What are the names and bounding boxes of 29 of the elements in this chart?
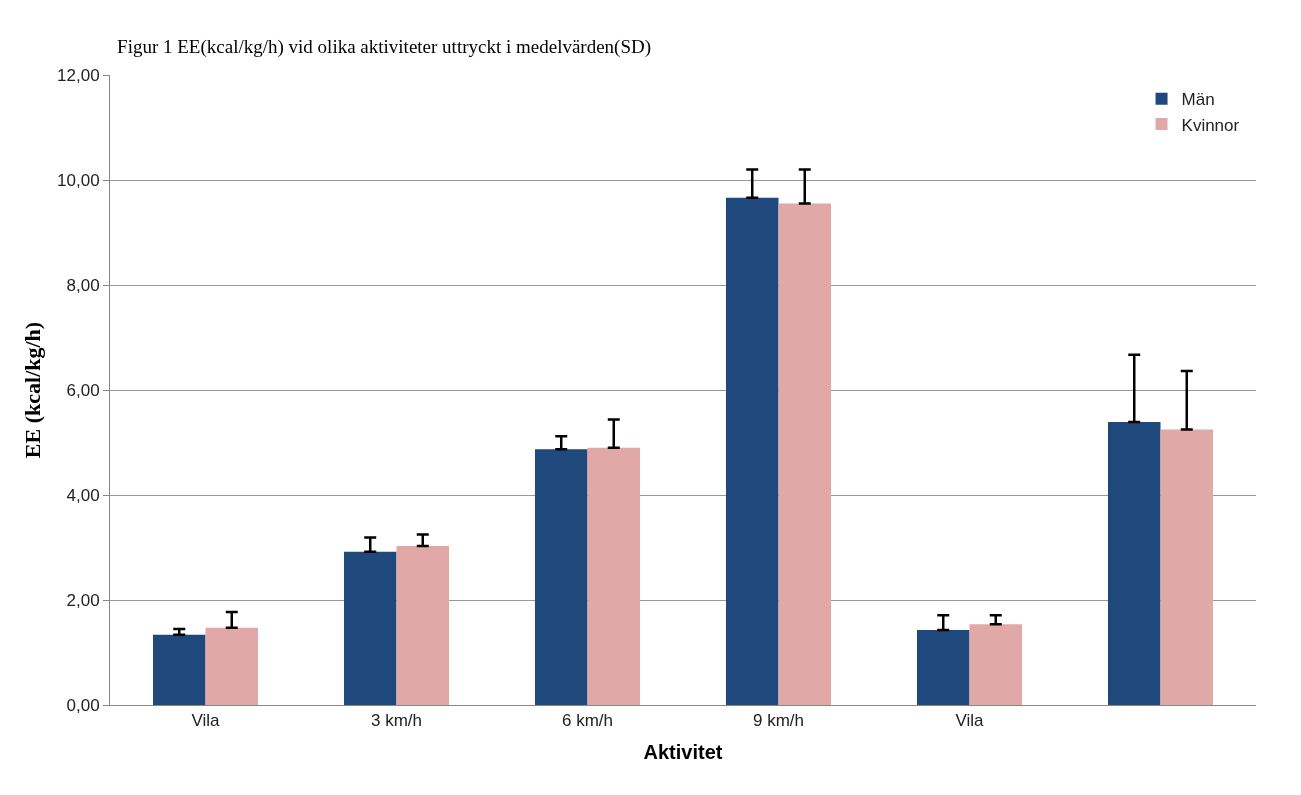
y-tick-label: 4,00 [66, 485, 100, 505]
bar [1160, 429, 1214, 705]
y-axis-title: EE (kcal/kg/h) [19, 321, 45, 459]
bar [587, 447, 641, 705]
y-tick-label: 2,00 [66, 590, 100, 610]
x-axis-title: Aktivitet [643, 740, 723, 763]
bar [969, 624, 1023, 705]
x-tick-label: 9 km/h [752, 711, 805, 731]
legend-label: Kvinnor [1181, 115, 1240, 135]
y-tick-label: 12,00 [57, 65, 100, 85]
y-tick-label: 6,00 [66, 380, 100, 400]
x-tick-label: 3 km/h [370, 711, 423, 731]
bar [916, 629, 970, 705]
bar [343, 551, 397, 705]
y-tick-label: 8,00 [66, 275, 100, 295]
y-tick-label: 0,00 [66, 695, 100, 715]
bar [152, 634, 206, 705]
bar [396, 545, 450, 705]
bar [534, 449, 588, 705]
x-tick-label: Vila [955, 711, 985, 731]
x-tick-label: 6 km/h [561, 711, 614, 731]
y-tick-label: 10,00 [57, 170, 100, 190]
bar [205, 627, 259, 705]
x-tick-label: Vila [191, 711, 221, 731]
legend-label: Män [1181, 90, 1215, 110]
bar [778, 203, 832, 705]
chart-title: Figur 1 EE(kcal/kg/h) vid olika aktiviteter uttryckt i medelvärden(SD) [117, 36, 652, 59]
bar [725, 197, 779, 705]
bar [1107, 422, 1161, 705]
